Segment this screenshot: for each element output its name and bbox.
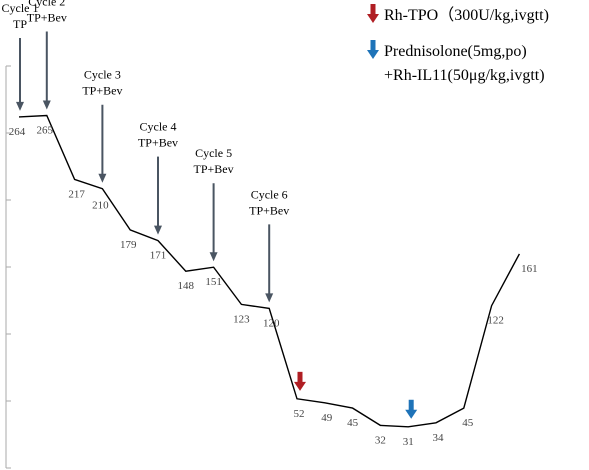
cycle-annotation: Cycle 5 TP+Bev xyxy=(194,146,234,262)
cycle-name: Cycle 4 xyxy=(140,120,177,134)
down-arrow-icon xyxy=(98,173,107,183)
legend-label-line2: +Rh-IL11(50μg/kg,ivgtt) xyxy=(384,67,545,84)
down-arrow-icon xyxy=(42,100,51,110)
event-arrow-icon-shaft xyxy=(297,371,303,383)
cycle-annotation: Cycle 1 TP xyxy=(2,1,39,111)
point-label: 34 xyxy=(433,432,445,444)
cycle-regimen: TP+Bev xyxy=(249,203,289,217)
axis-layer xyxy=(5,65,11,469)
legend-arrow-icon xyxy=(367,50,379,59)
point-label: 210 xyxy=(92,200,109,212)
cycle-annotation: Cycle 4 TP+Bev xyxy=(138,120,178,235)
legend: Rh-TPO（300U/kg,ivgtt) Prednisolone(5mg,po… xyxy=(367,4,549,84)
legend-label: Rh-TPO（300U/kg,ivgtt) xyxy=(384,6,549,24)
event-arrow-icon xyxy=(294,381,306,391)
point-label: 45 xyxy=(347,417,359,429)
point-label: 31 xyxy=(403,436,414,448)
cycle-annotation: Cycle 3 TP+Bev xyxy=(82,68,122,183)
cycle-name: Cycle 6 xyxy=(251,187,288,201)
event-arrow-icon-shaft xyxy=(408,399,414,411)
cycle-name: Cycle 5 xyxy=(195,146,232,160)
point-label: 217 xyxy=(68,188,85,200)
point-label: 171 xyxy=(150,250,167,262)
point-label: 179 xyxy=(120,239,137,251)
point-label: 45 xyxy=(462,417,474,429)
event-markers xyxy=(294,371,418,419)
down-arrow-icon xyxy=(16,101,24,111)
point-label: 123 xyxy=(233,313,250,325)
cycle-regimen: TP+Bev xyxy=(138,136,178,150)
legend-arrow-icon-shaft xyxy=(370,4,376,15)
cycle-regimen: TP xyxy=(13,17,27,31)
down-arrow-icon xyxy=(154,225,162,235)
point-label: 52 xyxy=(294,408,305,420)
point-label: 122 xyxy=(487,315,504,327)
point-labels: 264 265 217 210 179 171 148 151 123 120 52 49 45 32 31… xyxy=(9,125,538,448)
point-label: 264 xyxy=(9,126,26,138)
point-label: 161 xyxy=(521,263,538,275)
cycle-regimen: TP+Bev xyxy=(194,162,234,176)
cycle-name: Cycle 2 xyxy=(28,0,65,9)
cycle-annotation: Cycle 6 TP+Bev xyxy=(249,187,289,303)
cycle-annotation: Cycle 2 TP+Bev xyxy=(27,0,67,110)
point-label: 151 xyxy=(205,276,222,288)
point-label: 32 xyxy=(375,434,386,446)
legend-label: Prednisolone(5mg,po) xyxy=(384,43,527,60)
down-arrow-icon xyxy=(209,252,218,262)
legend-arrow-icon xyxy=(367,14,379,23)
cycle-regimen: TP+Bev xyxy=(82,84,122,98)
cycle-name: Cycle 3 xyxy=(84,68,121,82)
series-line xyxy=(18,114,521,428)
point-label: 265 xyxy=(37,125,54,137)
point-label: 120 xyxy=(263,317,280,329)
cycle-name: Cycle 1 xyxy=(2,1,39,15)
line-layer xyxy=(18,114,521,428)
point-label: 148 xyxy=(178,280,195,292)
point-label: 49 xyxy=(321,412,333,424)
legend-arrow-icon-shaft xyxy=(370,40,376,51)
down-arrow-icon xyxy=(265,293,274,303)
event-arrow-icon xyxy=(405,409,418,419)
cycle-regimen: TP+Bev xyxy=(27,11,67,25)
